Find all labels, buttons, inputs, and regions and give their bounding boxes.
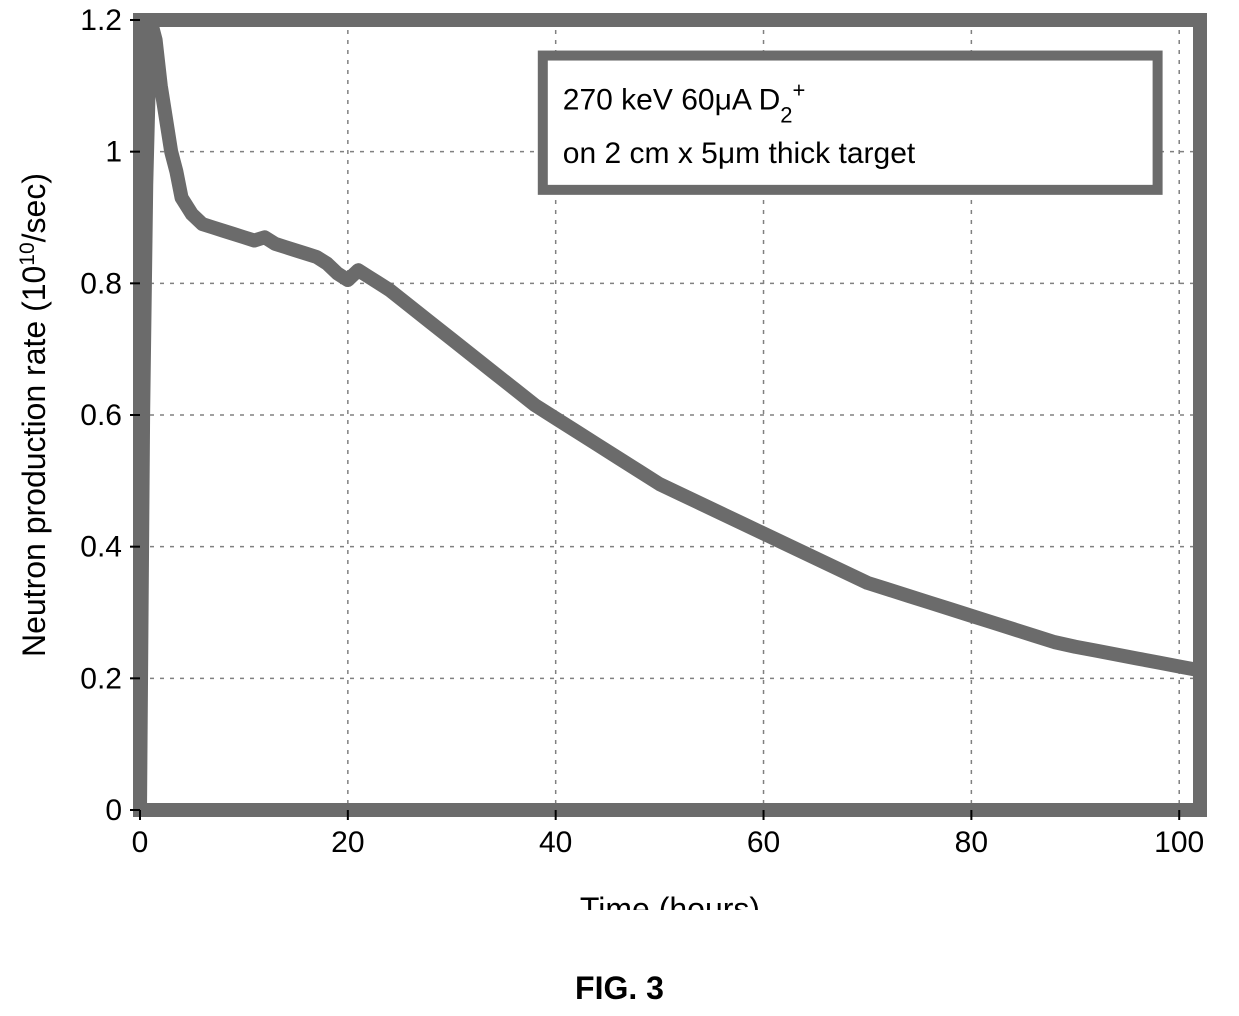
neutron-rate-chart: 0 20 40 60 80 100 0 0.2 0.4 0.6 0.8 1 1.2 Time (hours… bbox=[0, 0, 1239, 910]
x-tick-label: 60 bbox=[747, 826, 780, 859]
x-tick-label: 80 bbox=[955, 826, 988, 859]
y-tick-label: 0 bbox=[105, 794, 122, 827]
y-tick-label: 1 bbox=[105, 136, 122, 169]
figure-caption: FIG. 3 bbox=[0, 970, 1239, 1007]
x-tick-label: 100 bbox=[1154, 826, 1204, 859]
y-tick-label: 1.2 bbox=[80, 4, 122, 37]
x-tick-label: 0 bbox=[132, 826, 149, 859]
x-axis-label: Time (hours) bbox=[580, 891, 760, 910]
y-tick-label: 0.6 bbox=[80, 399, 122, 432]
y-tick-label: 0.2 bbox=[80, 662, 122, 695]
x-tick-label: 40 bbox=[539, 826, 572, 859]
x-tick-label: 20 bbox=[331, 826, 364, 859]
legend-line-2: on 2 cm x 5μm thick target bbox=[563, 137, 916, 170]
y-tick-label: 0.8 bbox=[80, 267, 122, 300]
y-tick-label: 0.4 bbox=[80, 531, 122, 564]
